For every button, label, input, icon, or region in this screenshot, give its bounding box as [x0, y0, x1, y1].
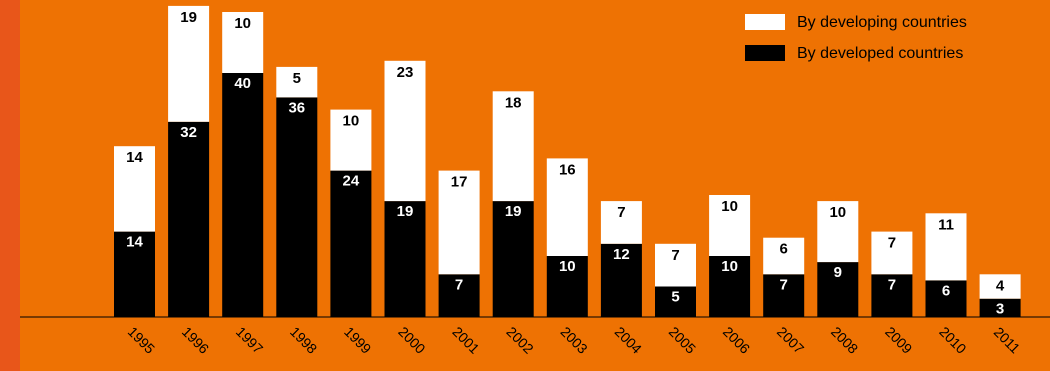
bar-developing-2011	[979, 274, 1021, 299]
bar-label-developing-2004: 7	[617, 204, 625, 221]
bar-developing-2003	[546, 158, 588, 256]
x-tick-label-1997: 1997	[233, 323, 266, 356]
x-tick-label-2001: 2001	[449, 323, 482, 356]
bar-label-developing-1996: 19	[180, 9, 197, 26]
bar-label-developed-2011: 3	[996, 301, 1004, 318]
x-tick-label-2011: 2011	[991, 324, 1024, 357]
bar-label-developing-1999: 10	[343, 113, 360, 130]
x-tick-label-2000: 2000	[395, 323, 428, 356]
bar-label-developed-2008: 9	[834, 264, 842, 281]
x-tick-label-1995: 1995	[125, 323, 158, 356]
bar-label-developing-2009: 7	[888, 235, 896, 252]
x-tick-label-1999: 1999	[341, 323, 374, 356]
bar-developing-2010	[925, 213, 967, 281]
bar-developed-1999	[330, 170, 372, 317]
bar-developed-1997	[222, 73, 264, 317]
bar-developed-2001	[438, 274, 480, 317]
bar-label-developing-1997: 10	[234, 15, 251, 32]
bar-developed-2011	[979, 298, 1021, 317]
bar-developing-2009	[871, 231, 913, 275]
left-accent-strip	[0, 0, 20, 371]
x-tick-label-2007: 2007	[774, 323, 807, 356]
x-tick-label-2003: 2003	[558, 323, 591, 356]
bar-developing-1998	[276, 66, 318, 98]
bar-developing-2001	[438, 170, 480, 275]
x-tick-label-2006: 2006	[720, 323, 753, 356]
legend-label-developing: By developing countries	[797, 14, 967, 31]
bar-developed-2002	[492, 201, 534, 317]
bar-label-developing-1995: 14	[126, 149, 143, 166]
bar-label-developed-2004: 12	[613, 246, 630, 263]
bar-developed-1998	[276, 97, 318, 318]
x-axis-ticks: 1995 1996 1997 1998 1999 2000 2001 2002 2003 2004…	[125, 323, 1024, 356]
bar-developed-2004	[600, 243, 642, 317]
legend-swatch-developed	[745, 45, 785, 61]
bar-label-developing-2007: 6	[780, 241, 788, 258]
bar-label-developed-2007: 7	[780, 276, 788, 293]
bar-label-developing-2011: 4	[996, 277, 1005, 294]
bar-label-developed-2006: 10	[721, 258, 738, 275]
bar-label-developed-1997: 40	[234, 75, 251, 92]
bar-label-developed-2000: 19	[397, 203, 414, 220]
bar-label-developing-1998: 5	[293, 70, 301, 87]
bar-developed-2000	[384, 201, 426, 317]
bar-label-developed-1996: 32	[180, 124, 197, 141]
bar-developing-1996	[168, 5, 210, 122]
legend-swatch-developing	[745, 14, 785, 30]
x-tick-label-2010: 2010	[936, 323, 969, 356]
bar-label-developed-1995: 14	[126, 234, 143, 251]
bar-developed-2006	[709, 256, 751, 317]
bar-developed-2009	[871, 274, 913, 317]
bar-developing-2002	[492, 91, 534, 202]
bar-developing-2004	[600, 201, 642, 244]
x-tick-label-2005: 2005	[666, 323, 699, 356]
bar-developing-2007	[763, 237, 805, 275]
bar-developed-2007	[763, 274, 805, 317]
bars-group: 1414321940103652410192371719181016127571…	[114, 5, 1021, 318]
bar-developed-2008	[817, 262, 859, 317]
bar-label-developed-2001: 7	[455, 276, 463, 293]
bar-label-developed-1999: 24	[343, 173, 360, 190]
bar-label-developed-2002: 19	[505, 203, 522, 220]
legend-label-developed: By developed countries	[797, 45, 963, 62]
x-tick-label-1996: 1996	[179, 323, 212, 356]
bar-developed-2003	[546, 256, 588, 317]
bar-label-developed-2010: 6	[942, 282, 950, 299]
bar-developing-1997	[222, 12, 264, 73]
x-tick-label-2009: 2009	[882, 323, 915, 356]
bar-label-developing-2002: 18	[505, 94, 522, 111]
bar-label-developing-2003: 16	[559, 161, 576, 178]
bar-label-developing-2008: 10	[829, 204, 846, 221]
bar-label-developed-2005: 5	[671, 289, 679, 306]
bar-developed-1995	[114, 231, 155, 317]
bar-developed-1996	[168, 121, 210, 317]
bar-developed-2010	[925, 280, 967, 317]
x-tick-label-1998: 1998	[287, 323, 320, 356]
legend: By developing countries By developed coun…	[745, 14, 967, 62]
bar-label-developed-1998: 36	[288, 99, 305, 116]
x-tick-label-2008: 2008	[828, 323, 861, 356]
bar-developed-2005	[655, 286, 696, 317]
bar-label-developed-2009: 7	[888, 276, 896, 293]
bar-developing-2005	[655, 243, 696, 287]
bar-developing-2000	[384, 60, 426, 202]
bar-developing-1999	[330, 109, 372, 171]
bar-developing-2006	[709, 195, 751, 256]
bar-developing-2008	[817, 201, 859, 263]
bar-label-developing-2000: 23	[397, 64, 414, 81]
x-tick-label-2004: 2004	[612, 323, 645, 356]
bar-label-developing-2005: 7	[671, 247, 679, 264]
bar-label-developed-2003: 10	[559, 258, 576, 275]
bar-label-developing-2001: 17	[451, 174, 468, 191]
bar-label-developing-2010: 11	[938, 216, 954, 233]
bar-developing-1995	[114, 146, 155, 232]
bar-label-developing-2006: 10	[721, 198, 738, 215]
x-tick-label-2002: 2002	[503, 323, 536, 356]
